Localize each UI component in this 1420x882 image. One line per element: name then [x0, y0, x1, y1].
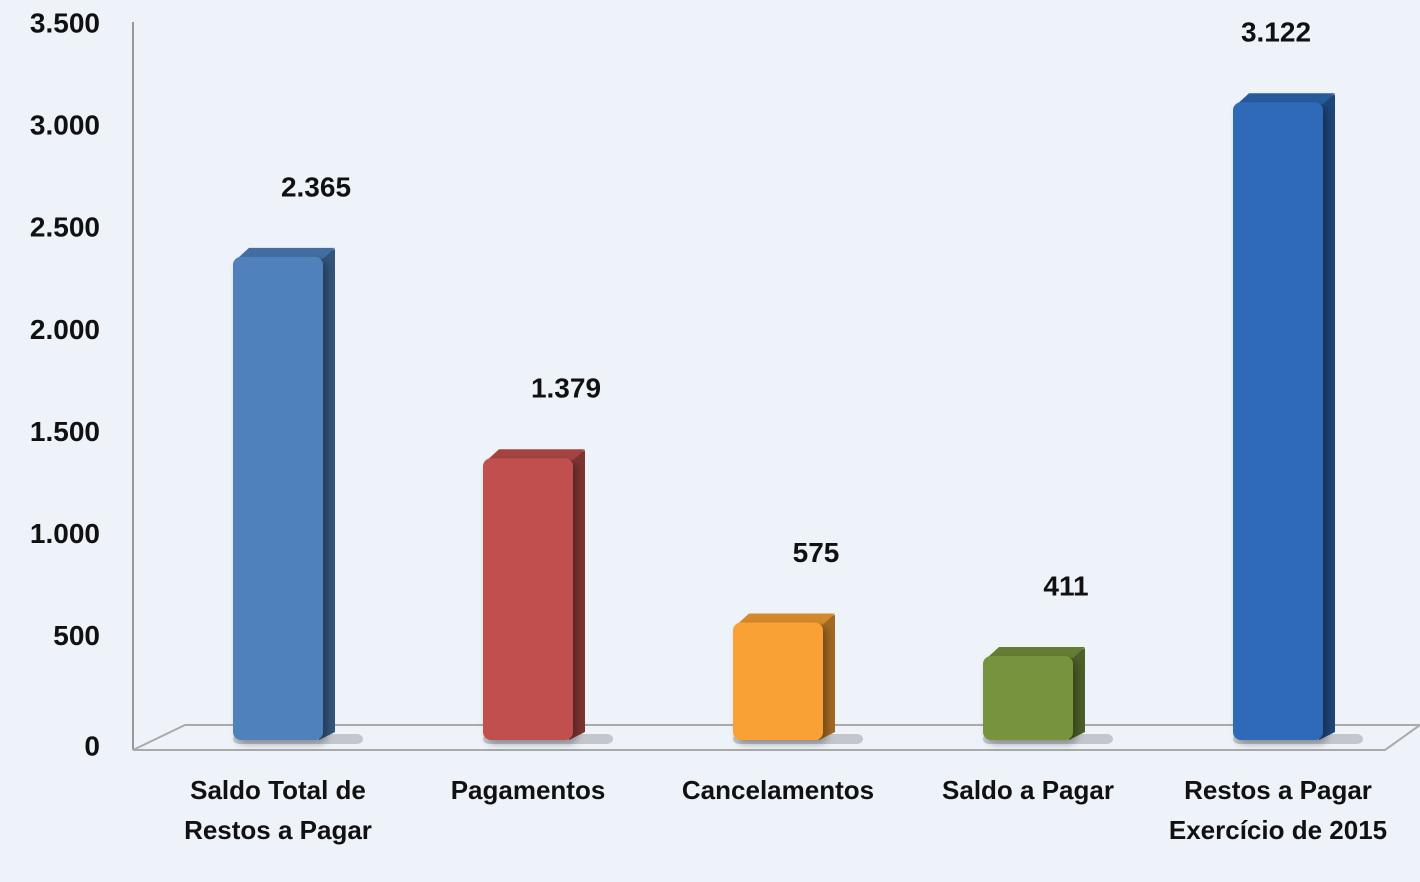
data-label: 411 — [1043, 570, 1088, 601]
bar-top — [737, 613, 835, 625]
y-tick-label: 3.000 — [30, 110, 100, 141]
y-tick-label: 0 — [84, 730, 100, 761]
data-label: 575 — [793, 537, 840, 568]
data-label: 1.379 — [531, 373, 601, 404]
bar-top — [1237, 93, 1335, 105]
y-tick-label: 3.500 — [30, 7, 100, 38]
bar — [233, 256, 323, 740]
x-tick-label: Restos a Pagar Exercício de 2015 — [1168, 775, 1388, 845]
data-label: 3.122 — [1241, 17, 1311, 48]
x-tick-label: Pagamentos — [450, 775, 606, 805]
y-tick-label: 2.000 — [30, 314, 100, 345]
bar — [733, 622, 823, 740]
floor-front — [133, 724, 1420, 751]
y-tick-label: 1.500 — [30, 416, 100, 447]
data-label: 2.365 — [281, 171, 351, 202]
bar — [983, 656, 1073, 740]
y-tick-label: 500 — [53, 620, 100, 651]
y-tick-label: 1.000 — [30, 518, 100, 549]
bar-top — [987, 647, 1085, 659]
y-tick-label: 2.500 — [30, 212, 100, 243]
x-tick-label: Saldo a Pagar — [942, 775, 1114, 805]
bar — [1233, 102, 1323, 741]
x-tick-label: Saldo Total de Restos a Pagar — [184, 775, 372, 845]
bar-top — [237, 247, 335, 259]
x-tick-label: Cancelamentos — [681, 775, 875, 805]
bar — [483, 458, 573, 740]
bar-top — [487, 449, 585, 461]
